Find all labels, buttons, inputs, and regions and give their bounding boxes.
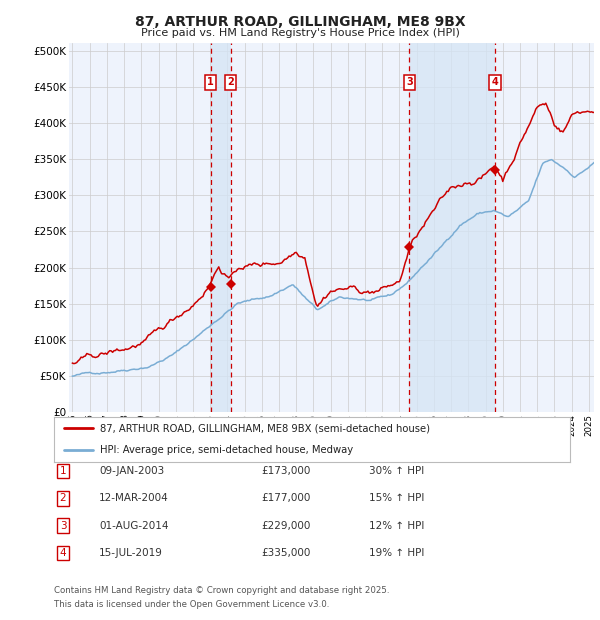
- Text: 15% ↑ HPI: 15% ↑ HPI: [369, 494, 424, 503]
- Text: 4: 4: [59, 548, 67, 558]
- Text: 12% ↑ HPI: 12% ↑ HPI: [369, 521, 424, 531]
- Text: 2: 2: [227, 77, 234, 87]
- Bar: [409, 43, 495, 412]
- Text: 01-AUG-2014: 01-AUG-2014: [99, 521, 169, 531]
- Text: £177,000: £177,000: [261, 494, 310, 503]
- Text: 2: 2: [59, 494, 67, 503]
- Text: 19% ↑ HPI: 19% ↑ HPI: [369, 548, 424, 558]
- Text: Contains HM Land Registry data © Crown copyright and database right 2025.: Contains HM Land Registry data © Crown c…: [54, 586, 389, 595]
- Text: 09-JAN-2003: 09-JAN-2003: [99, 466, 164, 476]
- Text: 12-MAR-2004: 12-MAR-2004: [99, 494, 169, 503]
- Text: 87, ARTHUR ROAD, GILLINGHAM, ME8 9BX: 87, ARTHUR ROAD, GILLINGHAM, ME8 9BX: [134, 16, 466, 30]
- Text: 87, ARTHUR ROAD, GILLINGHAM, ME8 9BX (semi-detached house): 87, ARTHUR ROAD, GILLINGHAM, ME8 9BX (se…: [100, 423, 430, 433]
- Text: 1: 1: [59, 466, 67, 476]
- Text: Price paid vs. HM Land Registry's House Price Index (HPI): Price paid vs. HM Land Registry's House …: [140, 28, 460, 38]
- Text: 15-JUL-2019: 15-JUL-2019: [99, 548, 163, 558]
- Text: 4: 4: [491, 77, 498, 87]
- Text: 3: 3: [59, 521, 67, 531]
- Text: £173,000: £173,000: [261, 466, 310, 476]
- Bar: [211, 43, 230, 412]
- Text: £229,000: £229,000: [261, 521, 310, 531]
- Text: This data is licensed under the Open Government Licence v3.0.: This data is licensed under the Open Gov…: [54, 600, 329, 609]
- Text: 1: 1: [207, 77, 214, 87]
- Text: HPI: Average price, semi-detached house, Medway: HPI: Average price, semi-detached house,…: [100, 445, 353, 455]
- Text: £335,000: £335,000: [261, 548, 310, 558]
- Text: 30% ↑ HPI: 30% ↑ HPI: [369, 466, 424, 476]
- Text: 3: 3: [406, 77, 413, 87]
